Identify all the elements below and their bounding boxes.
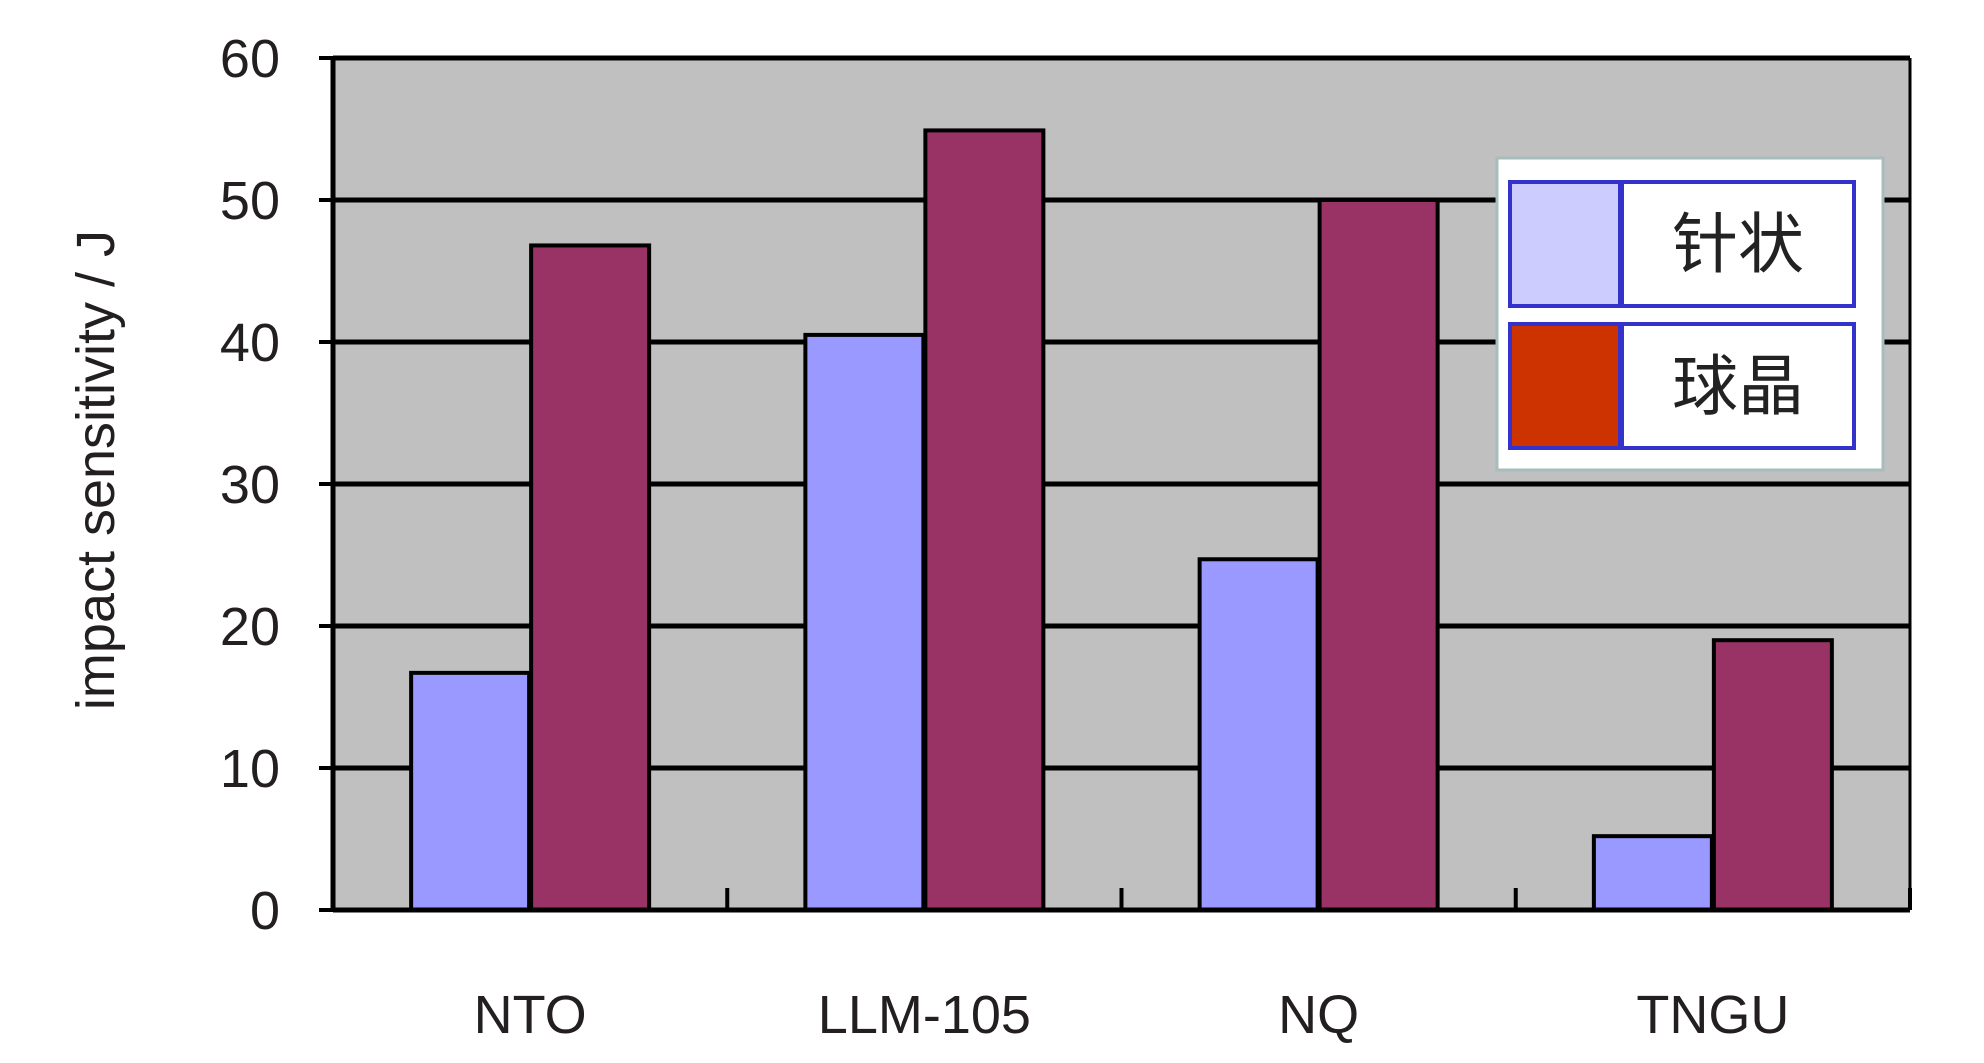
x-tick-label: NQ xyxy=(1278,985,1359,1045)
legend-label-box xyxy=(1620,180,1856,308)
x-tick-label: NTO xyxy=(474,985,587,1045)
legend-swatch xyxy=(1508,180,1622,308)
y-tick-label: 50 xyxy=(220,171,280,231)
legend-label: 针状 xyxy=(1672,206,1804,283)
x-tick-labels: NTO LLM-105 NQ TNGU xyxy=(474,985,1790,1045)
bar xyxy=(923,128,1046,913)
bar xyxy=(1711,638,1834,912)
bar xyxy=(1317,198,1440,912)
y-tick-label: 20 xyxy=(220,597,280,657)
y-tick-label: 0 xyxy=(250,881,280,941)
bar xyxy=(409,670,532,912)
bar xyxy=(529,243,652,912)
legend-label-box xyxy=(1620,322,1856,450)
x-tick-label: LLM-105 xyxy=(818,985,1031,1045)
y-tick-labels: 0 10 20 30 40 50 60 xyxy=(220,29,280,941)
y-tick-label: 10 xyxy=(220,739,280,799)
bars xyxy=(409,128,1834,913)
legend-label: 球晶 xyxy=(1672,348,1804,425)
y-tick-label: 40 xyxy=(220,313,280,373)
axes xyxy=(319,56,1912,913)
bar xyxy=(1197,557,1320,912)
bar xyxy=(803,332,926,912)
y-tick-label: 30 xyxy=(220,455,280,515)
bar xyxy=(1591,834,1714,912)
y-tick-label: 60 xyxy=(220,29,280,89)
legend-swatch xyxy=(1508,322,1622,450)
x-tick-label: TNGU xyxy=(1636,985,1789,1045)
y-axis-title: impact sensitivity / J xyxy=(66,230,126,710)
